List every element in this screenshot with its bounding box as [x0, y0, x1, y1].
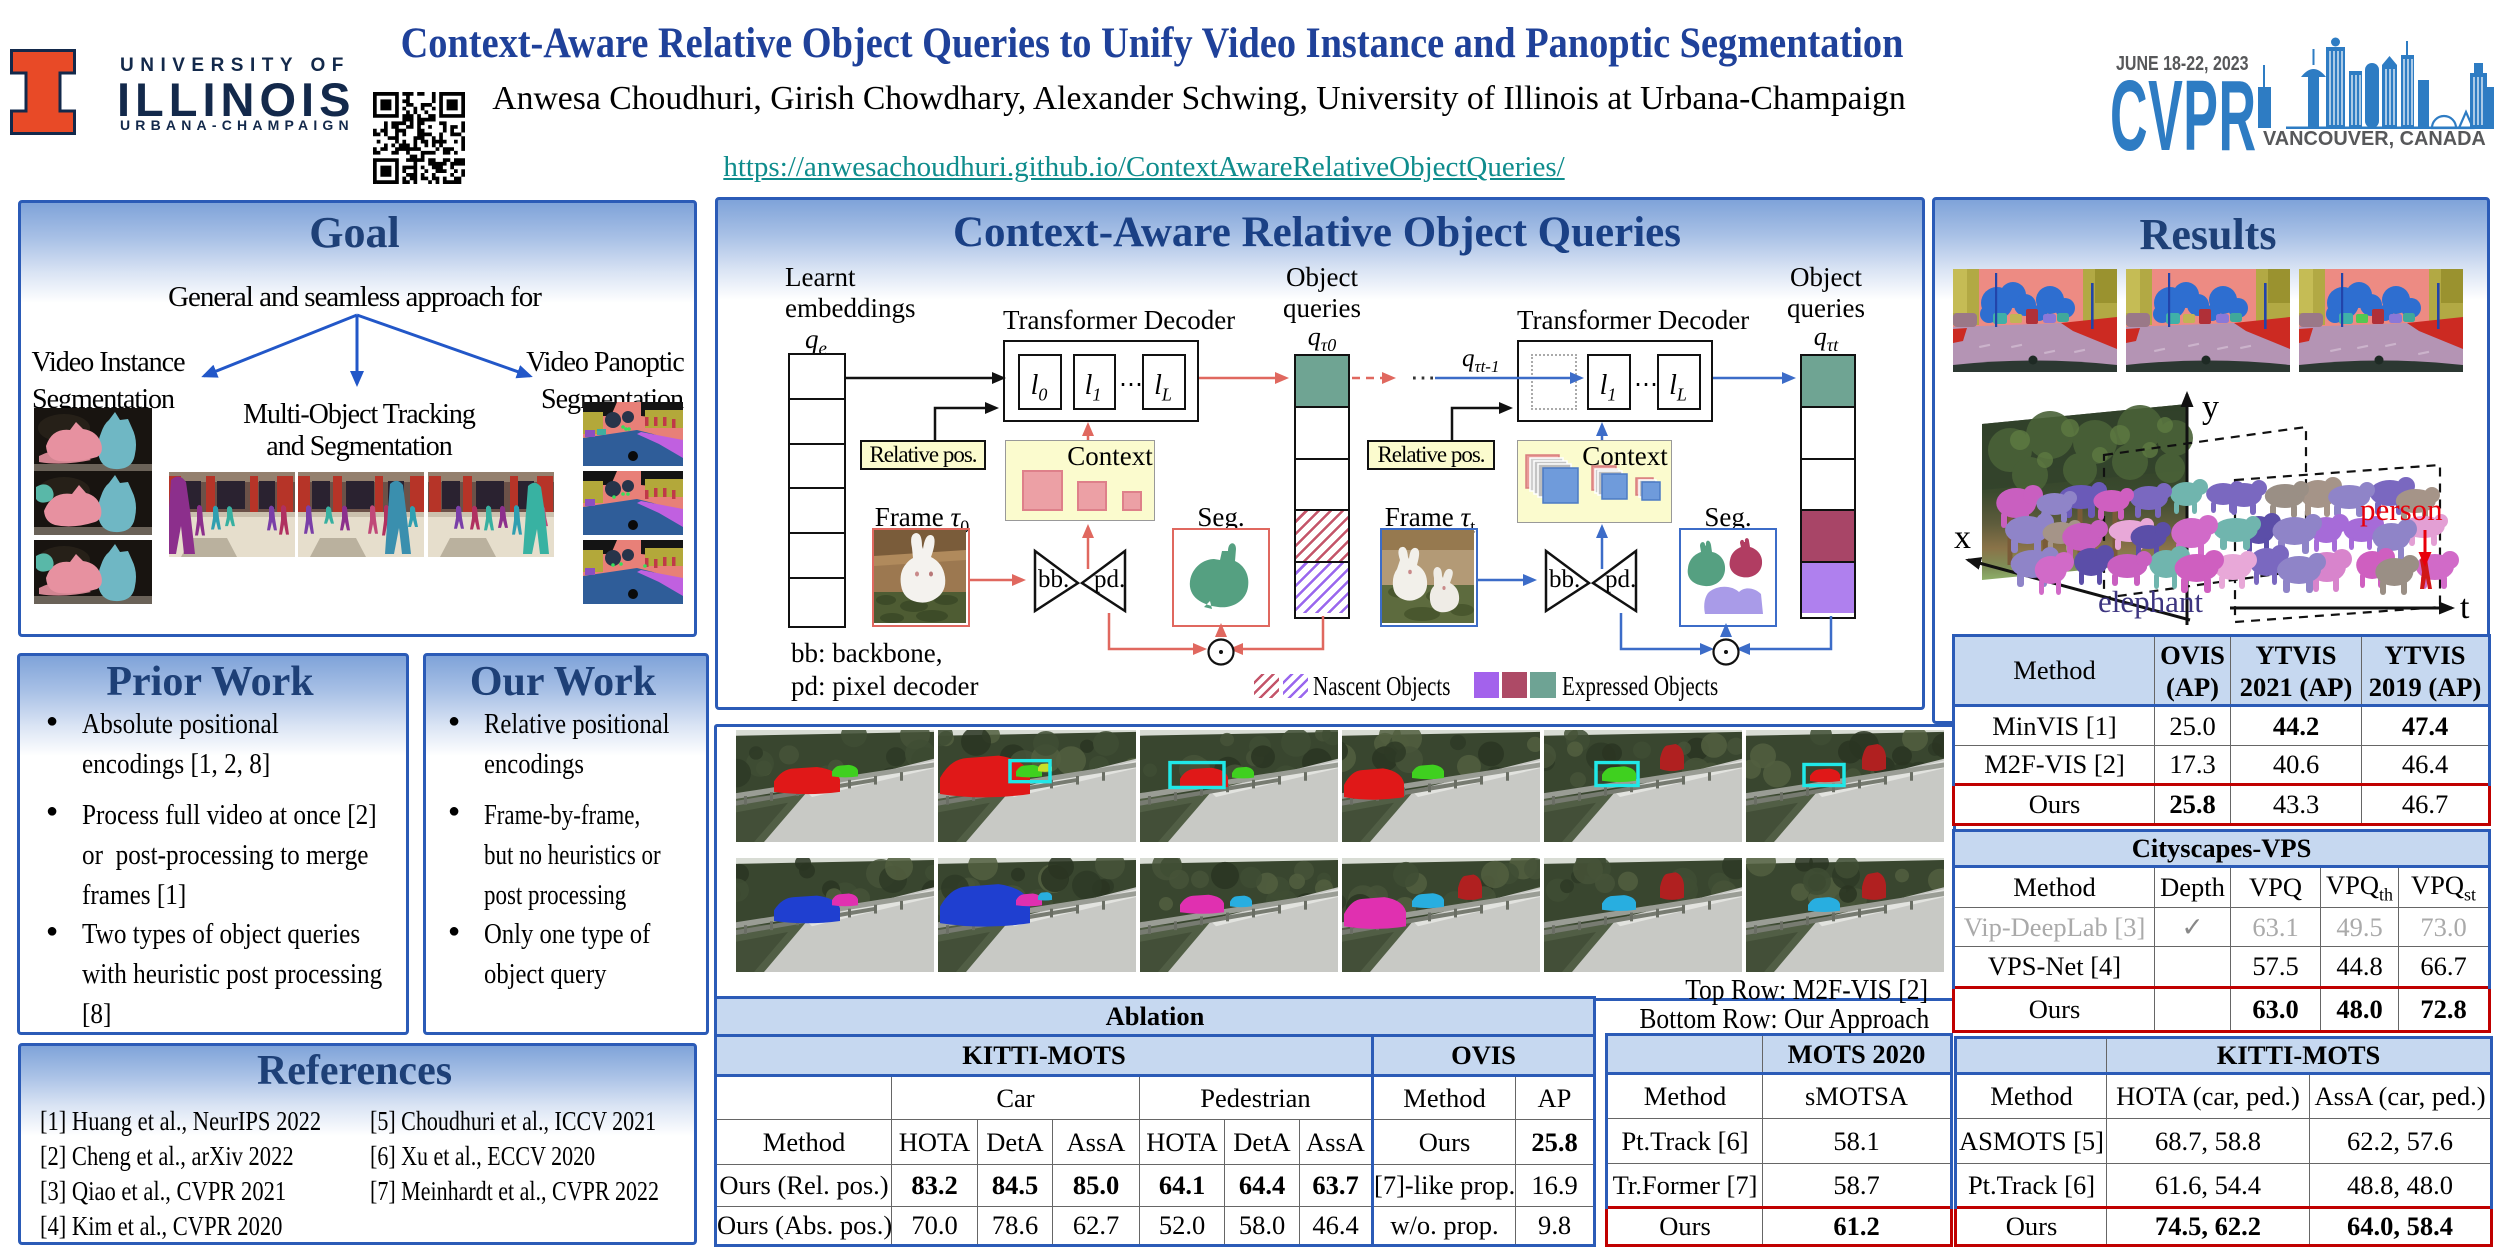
svg-text:y: y	[2202, 389, 2219, 426]
svg-text:x: x	[1954, 519, 1971, 556]
svg-text:t: t	[2460, 589, 2470, 626]
